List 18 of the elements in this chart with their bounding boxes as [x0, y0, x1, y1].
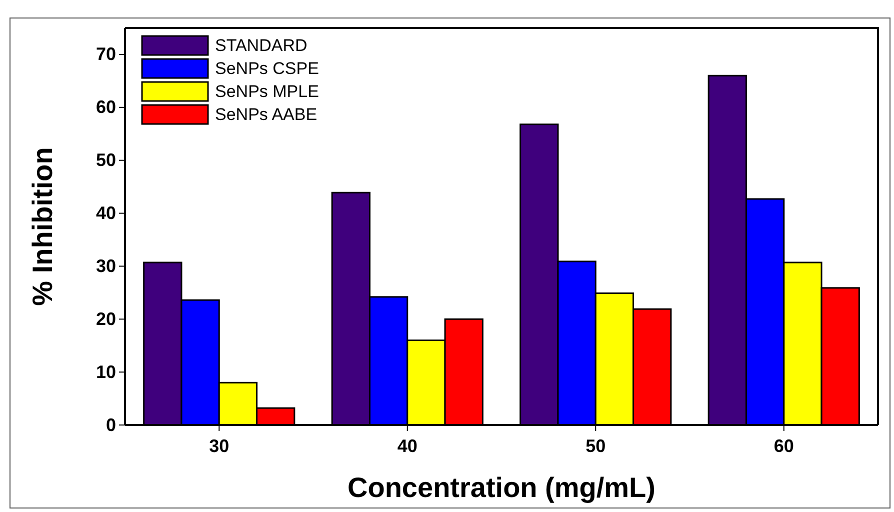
y-tick-label: 20	[96, 308, 116, 329]
x-tick-label: 30	[209, 436, 230, 456]
x-tick-label: 60	[774, 436, 794, 456]
y-tick-label: 50	[96, 150, 116, 170]
legend-label: SeNPs AABE	[215, 105, 318, 124]
y-axis-title: % Inhibition	[27, 147, 58, 306]
x-tick-label: 40	[397, 436, 418, 456]
y-tick-label: 30	[96, 256, 116, 276]
x-axis-title: Concentration (mg/mL)	[348, 472, 656, 503]
x-tick-label: 50	[586, 436, 606, 456]
y-tick-label: 60	[96, 97, 116, 118]
y-tick-label: 40	[96, 203, 116, 224]
y-tick-label: 0	[106, 414, 116, 435]
legend-label: SeNPs MPLE	[215, 82, 319, 101]
y-tick-label: 70	[96, 44, 116, 64]
legend-label: SeNPs CSPE	[215, 59, 319, 78]
legend-label: STANDARD	[215, 36, 308, 55]
y-tick-label: 10	[96, 362, 116, 382]
